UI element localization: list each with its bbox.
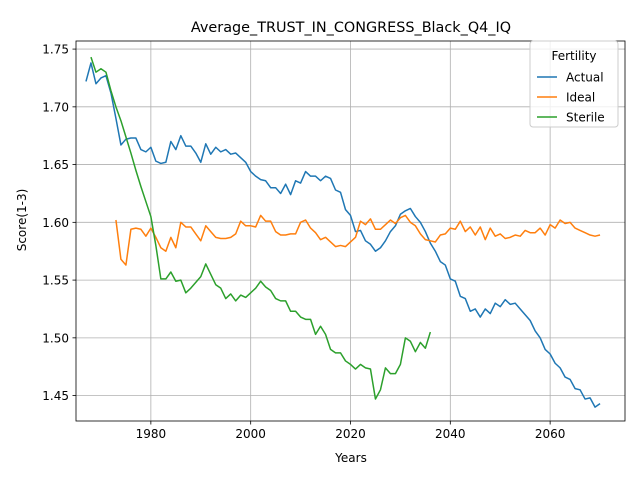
x-axis-ticks: 1980 2000 2020 2040 2060 <box>136 421 566 441</box>
y-tick-label: 1.65 <box>42 158 69 172</box>
series-lines <box>85 56 601 408</box>
series-line-sterile <box>90 56 432 400</box>
series-line-actual <box>85 62 601 408</box>
legend-label-actual: Actual <box>566 71 604 85</box>
legend-items: Actual Ideal Sterile <box>537 71 605 125</box>
x-tick-label: 2040 <box>435 427 466 441</box>
legend: Fertility Actual Ideal Sterile <box>529 40 619 128</box>
y-tick-label: 1.55 <box>42 274 69 288</box>
x-tick-label: 2060 <box>535 427 566 441</box>
x-tick-label: 1980 <box>136 427 167 441</box>
legend-box <box>529 40 619 128</box>
y-axis-ticks: 1.45 1.50 1.55 1.60 1.65 1.70 1.75 <box>42 43 76 403</box>
y-tick-label: 1.45 <box>42 389 69 403</box>
y-tick-label: 1.60 <box>42 216 69 230</box>
legend-title: Fertility <box>551 49 596 63</box>
legend-label-sterile: Sterile <box>566 111 605 125</box>
y-tick-label: 1.50 <box>42 331 69 345</box>
y-axis-label: Score(1-3) <box>15 189 29 252</box>
x-axis-label: Years <box>334 451 367 465</box>
y-tick-label: 1.75 <box>42 43 69 57</box>
legend-label-ideal: Ideal <box>566 91 595 105</box>
series-line-ideal <box>115 214 601 266</box>
x-tick-label: 2000 <box>235 427 266 441</box>
x-tick-label: 2020 <box>335 427 366 441</box>
y-tick-label: 1.70 <box>42 100 69 114</box>
chart-title: Average_TRUST_IN_CONGRESS_Black_Q4_IQ <box>191 20 511 36</box>
